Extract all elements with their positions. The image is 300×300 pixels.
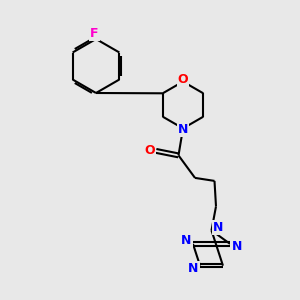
Text: N: N <box>232 240 242 254</box>
Text: F: F <box>90 27 99 40</box>
Text: O: O <box>144 144 155 158</box>
Text: N: N <box>188 262 199 275</box>
Text: N: N <box>213 221 223 234</box>
Text: O: O <box>178 73 188 86</box>
Text: N: N <box>178 123 188 136</box>
Text: N: N <box>181 234 191 248</box>
